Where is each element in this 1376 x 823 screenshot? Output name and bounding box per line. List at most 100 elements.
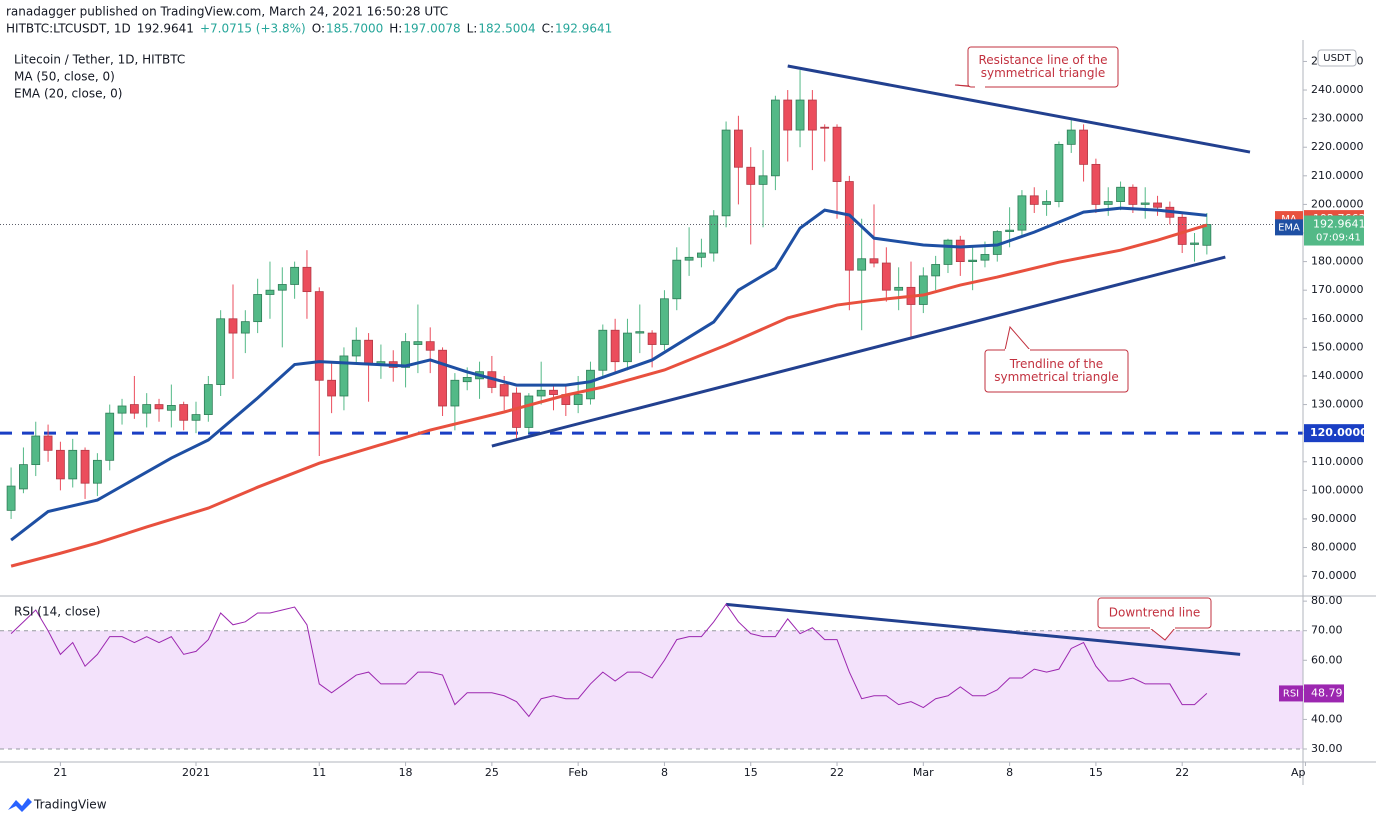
candle-body [351, 339, 361, 357]
y-tick-label: 130.0000 [1311, 398, 1364, 411]
candle-body [869, 258, 879, 264]
price-badge [1304, 424, 1364, 443]
candle-body [80, 449, 90, 484]
trend-line [725, 602, 1241, 656]
callout-text: symmetrical triangle [994, 370, 1118, 384]
y-tick-label: 180.0000 [1311, 255, 1364, 268]
indicator-name: EMA [1278, 222, 1300, 233]
y-tick-label: 160.0000 [1311, 312, 1364, 325]
y-tick-label: 60.00 [1311, 653, 1343, 666]
candle-body [536, 389, 546, 397]
candle-body [6, 485, 16, 511]
candle-body [807, 99, 817, 131]
x-tick-label: Mar [913, 766, 934, 779]
candle-body [216, 318, 226, 385]
header-h: 197.0078 [403, 22, 460, 36]
candle-body [881, 262, 891, 291]
y-tick-label: 80.00 [1311, 594, 1343, 607]
y-tick-label: 140.0000 [1311, 369, 1364, 382]
x-tick-label: 18 [399, 766, 413, 779]
publisher: ranadagger published on TradingView.com,… [6, 5, 448, 19]
candle-body [783, 99, 793, 131]
y-tick-label: 110.0000 [1311, 455, 1364, 468]
callout-text: Trendline of the [1009, 357, 1103, 371]
candle-body [401, 341, 410, 368]
y-tick-label: 70.00 [1311, 624, 1343, 637]
x-tick-label: 8 [1006, 766, 1013, 779]
candle-body [1091, 163, 1101, 205]
y-tick-label: 100.0000 [1311, 483, 1364, 496]
candle-body [462, 377, 472, 383]
candle-body [1054, 143, 1064, 202]
chart-title: Litecoin / Tether, 1D, HITBTC [14, 53, 185, 67]
candle-body [857, 258, 867, 271]
y-tick-label: 210.0000 [1311, 169, 1364, 182]
candle-body [253, 294, 263, 323]
candle-body [92, 459, 102, 484]
x-tick-label: 15 [744, 766, 758, 779]
y-tick-label: 220.0000 [1311, 140, 1364, 153]
candle-body [105, 412, 115, 461]
rsi-value-badge [1304, 684, 1344, 703]
header-o: 185.7000 [326, 22, 383, 36]
candle-body [980, 254, 990, 261]
candle-body [820, 126, 830, 129]
header-symbol: HITBTC:LTCUSDT, 1D [6, 22, 131, 36]
header-o-label: O: [312, 22, 325, 36]
candle-body [623, 332, 632, 363]
candle-body [660, 298, 669, 345]
callout-text: Resistance line of the [978, 53, 1107, 67]
candle-body [364, 339, 373, 365]
candle-body [746, 166, 756, 185]
x-tick-label: 8 [661, 766, 668, 779]
indicator-line [10, 223, 1208, 568]
last-price-badge [1304, 215, 1364, 246]
x-tick-label: 15 [1089, 766, 1103, 779]
candle-body [1066, 129, 1076, 145]
callout-text: symmetrical triangle [981, 66, 1105, 80]
y-tick-label: 40.00 [1311, 712, 1343, 725]
rsi-value: 48.79 [1311, 686, 1343, 699]
candle-body [721, 129, 731, 217]
candle-body [327, 379, 337, 397]
y-tick-label: 80.0000 [1311, 541, 1357, 554]
rsi-title: RSI (14, close) [14, 605, 100, 619]
rsi-line [10, 603, 1208, 718]
x-tick-label: Ap [1291, 766, 1306, 779]
candle-body [43, 435, 53, 451]
candle-body [832, 126, 842, 182]
header-last: 192.9641 [137, 22, 194, 36]
candle-body [635, 331, 645, 334]
candle-body [894, 286, 904, 291]
legend-entry: EMA (20, close, 0) [14, 87, 122, 101]
candle-body [1116, 186, 1125, 202]
plot [0, 64, 1303, 750]
candle-body [1042, 201, 1051, 205]
candle-body [1079, 129, 1088, 165]
x-tick-label: 22 [830, 766, 844, 779]
candle-body [413, 341, 423, 345]
x-tick-label: 25 [485, 766, 499, 779]
candle-body [734, 129, 743, 168]
indicator-name-badge [1275, 219, 1303, 236]
candle-body [290, 266, 300, 285]
x-tick-label: Feb [568, 766, 587, 779]
candle-body [697, 252, 706, 258]
x-tick-label: 2021 [182, 766, 210, 779]
candle-body [438, 349, 447, 407]
trend-line [787, 64, 1251, 154]
candle-body [19, 464, 28, 490]
y-tick-label: 150.0000 [1311, 340, 1364, 353]
candle-body [1190, 242, 1199, 245]
candle-body [1005, 229, 1015, 232]
candle-body [499, 384, 509, 397]
candle-body [549, 389, 558, 395]
candle-body [586, 369, 595, 400]
indicator-line [10, 206, 1208, 542]
candle-body [943, 239, 953, 265]
candle-body [265, 289, 275, 295]
candle-body [31, 435, 41, 466]
candle-body [709, 215, 719, 254]
currency-badge [1317, 49, 1357, 67]
